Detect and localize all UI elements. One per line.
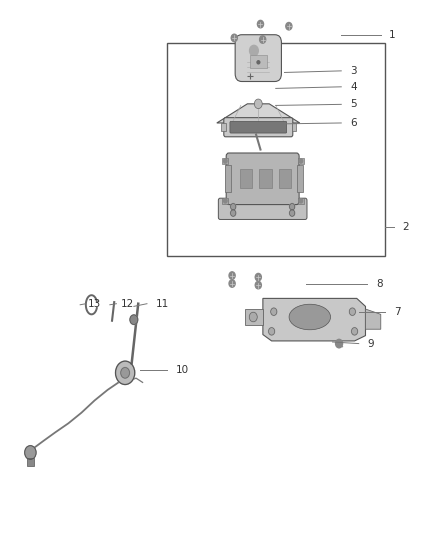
Circle shape <box>271 308 277 316</box>
Text: 5: 5 <box>350 99 357 109</box>
Circle shape <box>229 280 235 287</box>
Circle shape <box>229 272 235 279</box>
Bar <box>292 123 296 132</box>
Ellipse shape <box>289 304 331 330</box>
Bar <box>222 198 228 204</box>
Text: 3: 3 <box>350 66 357 76</box>
Circle shape <box>299 159 303 163</box>
Circle shape <box>230 210 236 216</box>
Text: 9: 9 <box>367 338 374 349</box>
Polygon shape <box>263 298 365 341</box>
Circle shape <box>230 204 236 210</box>
FancyBboxPatch shape <box>230 122 287 133</box>
Text: 4: 4 <box>350 82 357 92</box>
Text: 12: 12 <box>121 298 134 309</box>
Text: 8: 8 <box>376 279 383 288</box>
Text: 11: 11 <box>155 298 169 309</box>
Text: 13: 13 <box>88 298 101 309</box>
Circle shape <box>250 45 258 56</box>
Circle shape <box>290 204 295 210</box>
Circle shape <box>223 159 227 163</box>
Circle shape <box>350 308 356 316</box>
Circle shape <box>121 368 130 378</box>
Bar <box>27 458 34 466</box>
Bar <box>222 158 228 164</box>
Bar <box>298 198 304 204</box>
Text: 2: 2 <box>403 222 409 232</box>
Circle shape <box>290 210 295 216</box>
Circle shape <box>286 22 292 30</box>
Circle shape <box>249 312 257 322</box>
FancyBboxPatch shape <box>219 198 307 220</box>
Polygon shape <box>217 104 300 123</box>
FancyBboxPatch shape <box>226 153 299 205</box>
Text: 1: 1 <box>389 30 396 41</box>
Bar <box>298 158 304 164</box>
Circle shape <box>352 328 357 335</box>
Circle shape <box>254 99 262 109</box>
Text: 10: 10 <box>175 365 188 375</box>
Circle shape <box>336 340 343 348</box>
Circle shape <box>223 199 227 203</box>
Polygon shape <box>365 309 381 329</box>
Circle shape <box>268 328 275 335</box>
Circle shape <box>130 315 138 325</box>
Text: 7: 7 <box>394 306 400 317</box>
FancyBboxPatch shape <box>224 118 293 137</box>
Circle shape <box>260 36 266 43</box>
Circle shape <box>116 361 135 384</box>
Text: 6: 6 <box>350 118 357 128</box>
Bar <box>259 169 272 188</box>
Bar <box>240 169 252 188</box>
Bar <box>250 55 267 68</box>
Circle shape <box>258 20 264 28</box>
Circle shape <box>299 199 303 203</box>
Circle shape <box>255 281 261 289</box>
Circle shape <box>231 34 237 42</box>
Circle shape <box>25 446 36 459</box>
Circle shape <box>255 273 261 281</box>
Text: ●: ● <box>256 59 261 64</box>
Bar <box>221 123 226 132</box>
Bar <box>297 165 303 192</box>
Bar <box>166 43 385 256</box>
FancyBboxPatch shape <box>235 35 282 82</box>
Polygon shape <box>245 309 263 325</box>
Bar <box>225 165 230 192</box>
Bar <box>279 169 291 188</box>
